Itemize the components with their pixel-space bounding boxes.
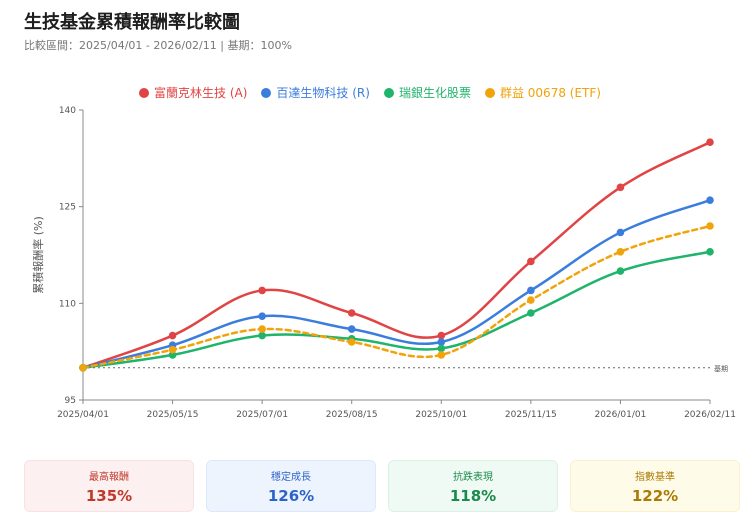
data-point-series-2	[527, 309, 535, 317]
legend-item-series-1[interactable]: 百達生物科技 (R)	[261, 84, 370, 101]
data-point-series-0	[527, 257, 535, 266]
x-tick-label: 2025/11/15	[505, 410, 557, 420]
summary-card-stable: 穩定成長 126%	[206, 460, 376, 512]
x-tick-label: 2025/10/01	[415, 410, 467, 420]
data-point-series-2	[706, 247, 714, 256]
x-tick-label: 2026/02/11	[684, 410, 736, 420]
y-tick-label: 95	[65, 396, 76, 406]
data-point-series-3	[347, 338, 356, 346]
x-tick-label: 2025/07/01	[236, 410, 288, 420]
summary-card-defensive: 抗跌表現 118%	[388, 460, 558, 512]
data-point-series-3	[168, 345, 177, 354]
y-axis-label: 累積報酬率 (%)	[31, 216, 45, 294]
data-point-series-2	[258, 331, 266, 340]
data-point-series-3	[258, 325, 266, 333]
legend-dot-icon	[383, 87, 394, 98]
legend-label: 百達生物科技 (R)	[276, 86, 370, 100]
card-label: 穩定成長	[271, 471, 311, 483]
legend-dot-icon	[484, 87, 495, 98]
data-point-series-3	[616, 247, 625, 256]
data-point-series-1	[527, 286, 535, 295]
data-point-series-1	[437, 338, 446, 346]
x-tick-label: 2026/01/01	[594, 410, 646, 420]
legend-item-series-0[interactable]: 富蘭克林生技 (A)	[139, 84, 247, 101]
card-label: 最高報酬	[89, 471, 129, 483]
data-point-series-3	[437, 351, 446, 359]
legend-dot-icon	[139, 87, 150, 98]
series-line-3	[81, 224, 712, 370]
page-subtitle: 比較區間：2025/04/01 - 2026/02/11 | 基期：100%	[24, 39, 292, 52]
card-label: 指數基準	[635, 471, 675, 483]
summary-cards: 最高報酬 135% 穩定成長 126% 抗跌表現 118% 指數基準 122%	[24, 460, 740, 512]
data-point-series-0	[616, 183, 625, 192]
data-point-series-2	[616, 267, 625, 275]
data-point-series-1	[347, 325, 356, 333]
y-tick-label: 140	[59, 106, 76, 116]
data-point-series-3	[79, 363, 87, 372]
line-chart: 95 110 125 140 2025/04/01 2025/05/15 2025/07/0…	[31, 106, 736, 420]
baseline-label: 基期	[714, 364, 728, 373]
chart-legend: 富蘭克林生技 (A) 百達生物科技 (R) 瑞銀生化股票 群益 00678 (E…	[0, 84, 740, 101]
card-value: 135%	[85, 486, 133, 505]
legend-label: 富蘭克林生技 (A)	[154, 86, 248, 100]
legend-item-series-2[interactable]: 瑞銀生化股票	[383, 84, 471, 101]
series-line-2	[81, 250, 712, 370]
card-value: 118%	[449, 486, 497, 505]
card-label: 抗跌表現	[453, 471, 493, 483]
series-line-1	[81, 198, 712, 370]
legend-label: 群益 00678 (ETF)	[499, 86, 601, 100]
legend-label: 瑞銀生化股票	[398, 86, 471, 100]
data-point-series-0	[706, 138, 714, 147]
data-point-series-3	[527, 296, 535, 304]
data-point-series-2	[437, 344, 446, 353]
x-tick-label: 2025/05/15	[147, 410, 199, 420]
series-line-0	[81, 140, 712, 370]
data-point-series-1	[706, 196, 714, 205]
card-value: 126%	[267, 486, 315, 505]
card-value: 122%	[631, 486, 679, 505]
legend-dot-icon	[261, 87, 272, 98]
page-title: 生技基金累積報酬率比較圖	[24, 12, 240, 33]
data-point-series-0	[347, 309, 356, 317]
data-point-series-0	[258, 286, 266, 295]
data-point-series-1	[616, 228, 625, 237]
data-point-series-0	[168, 331, 177, 340]
y-tick-label: 125	[59, 203, 76, 213]
data-point-series-3	[706, 222, 714, 230]
y-tick-label: 110	[59, 299, 76, 309]
legend-item-series-3[interactable]: 群益 00678 (ETF)	[484, 84, 601, 101]
data-point-series-0	[437, 331, 446, 340]
summary-card-highest: 最高報酬 135%	[24, 460, 194, 512]
summary-card-index: 指數基準 122%	[570, 460, 740, 512]
x-tick-label: 2025/04/01	[57, 410, 109, 420]
x-tick-label: 2025/08/15	[326, 410, 378, 420]
data-point-series-1	[258, 312, 266, 321]
